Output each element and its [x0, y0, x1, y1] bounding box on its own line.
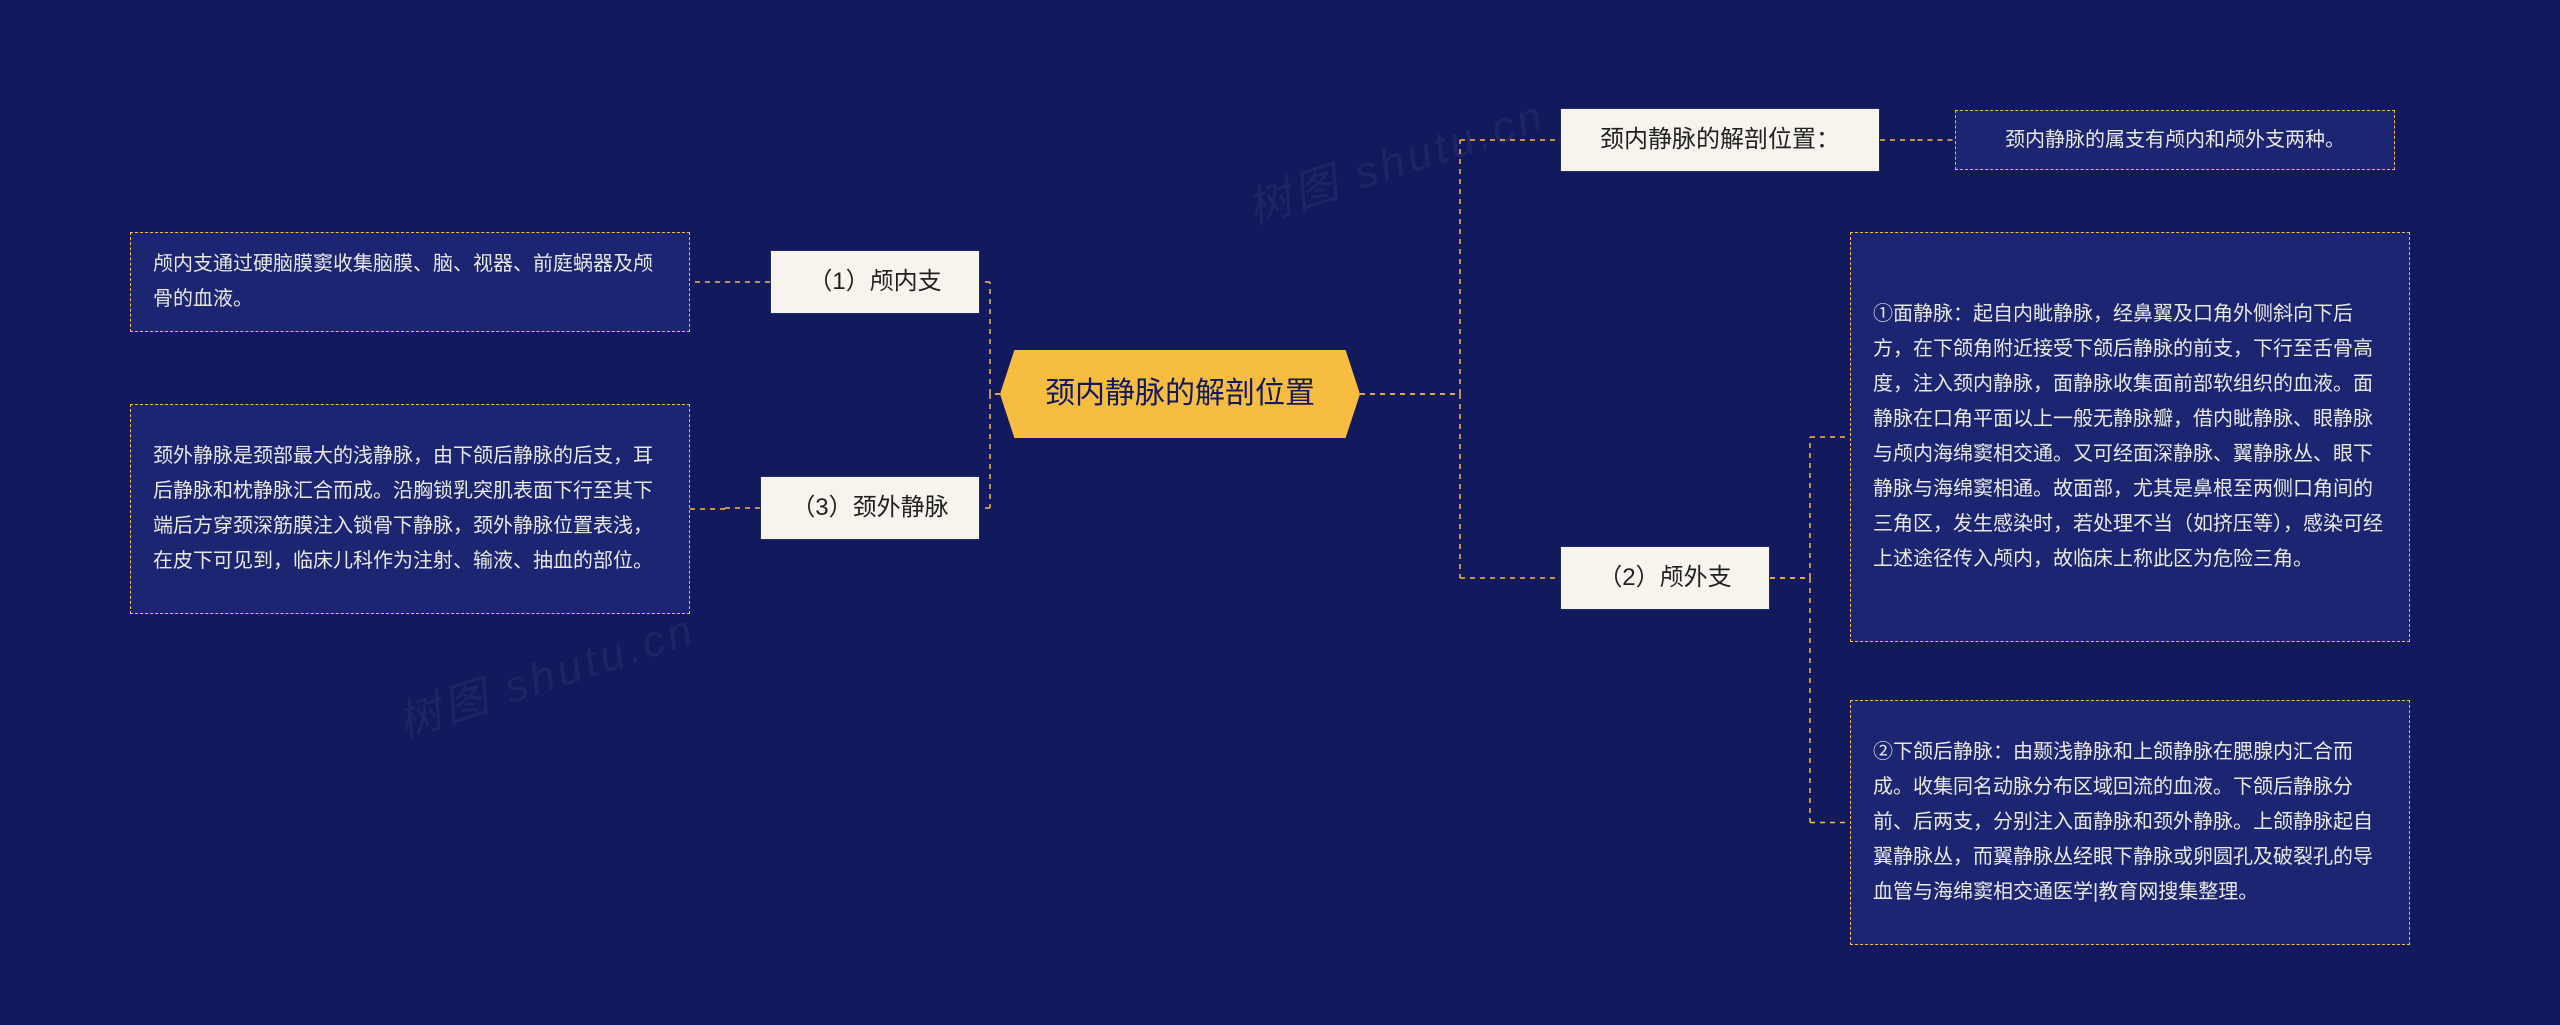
- leaf-external-jugular-detail[interactable]: 颈外静脉是颈部最大的浅静脉，由下颌后静脉的后支，耳后静脉和枕静脉汇合而成。沿胸锁…: [130, 404, 690, 614]
- branch-intracranial[interactable]: （1）颅内支: [770, 250, 980, 314]
- watermark: 树图 shutu.cn: [1238, 80, 1553, 237]
- branch-anatomy-position[interactable]: 颈内静脉的解剖位置：: [1560, 108, 1880, 172]
- branch-extracranial[interactable]: （2）颅外支: [1560, 546, 1770, 610]
- leaf-retromandibular-vein[interactable]: ②下颌后静脉：由颞浅静脉和上颌静脉在腮腺内汇合而成。收集同名动脉分布区域回流的血…: [1850, 700, 2410, 945]
- mindmap-canvas: 树图 shutu.cn 树图 shutu.cn 树图 shutu.cn 颈内静脉…: [0, 0, 2560, 1025]
- root-node[interactable]: 颈内静脉的解剖位置: [1000, 350, 1360, 438]
- leaf-intracranial-detail[interactable]: 颅内支通过硬脑膜窦收集脑膜、脑、视器、前庭蜗器及颅骨的血液。: [130, 232, 690, 332]
- leaf-facial-vein[interactable]: ①面静脉：起自内眦静脉，经鼻翼及口角外侧斜向下后方，在下颌角附近接受下颌后静脉的…: [1850, 232, 2410, 642]
- leaf-branch-types[interactable]: 颈内静脉的属支有颅内和颅外支两种。: [1955, 110, 2395, 170]
- branch-external-jugular[interactable]: （3）颈外静脉: [760, 476, 980, 540]
- watermark: 树图 shutu.cn: [388, 594, 703, 751]
